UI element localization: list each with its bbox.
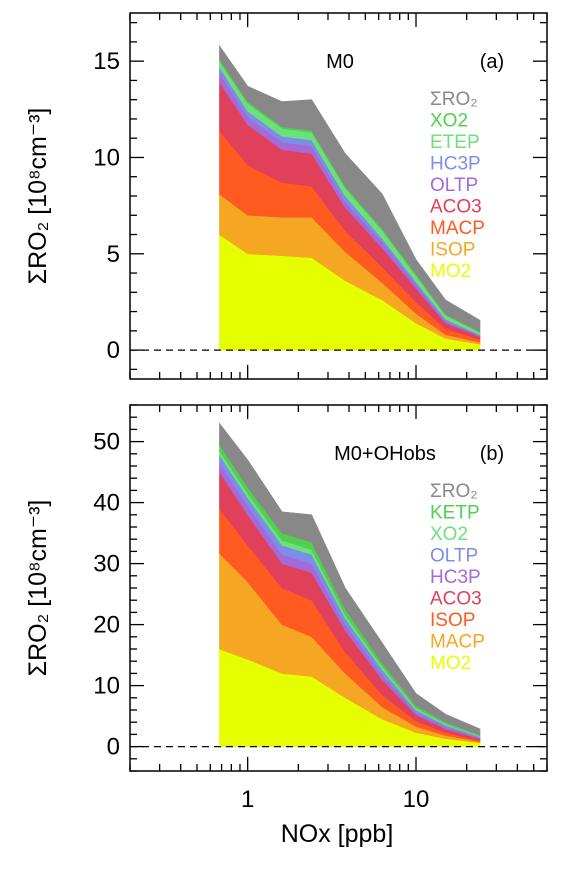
panel-b: 0 10 20 30 40 50 1 10 ΣRO₂ [10⁸cm⁻³] M0+OHobs (b)Σ… (24, 404, 548, 813)
legend-entry: ΣRO₂ (430, 481, 478, 502)
legend-entry: ACO3 (430, 589, 482, 610)
y-tick-label: 5 (107, 241, 120, 268)
legend-entry: XO2 (430, 111, 468, 132)
model-label: M0 (326, 51, 354, 73)
y-tick-label: 50 (93, 429, 120, 456)
legend-entry: ACO3 (430, 197, 482, 218)
x-tick-label: 10 (403, 786, 430, 813)
y-tick-label: 0 (107, 337, 120, 364)
panel-label: (b) (480, 443, 504, 465)
legend-entry: MO2 (430, 261, 471, 282)
legend-entry: MACP (430, 632, 485, 653)
panel-label: (a) (480, 51, 504, 73)
y-tick-label: 15 (93, 48, 120, 75)
y-tick-label: 10 (93, 144, 120, 171)
y-tick-label: 10 (93, 673, 120, 700)
legend-entry: KETP (430, 503, 480, 524)
legend-entry: HC3P (430, 567, 481, 588)
legend-entry: ISOP (430, 610, 475, 631)
area-rosigma-ro2 (219, 422, 481, 736)
x-tick-label: 1 (241, 786, 254, 813)
x-axis-label: NOx [ppb] (281, 820, 394, 848)
y-tick-label: 20 (93, 612, 120, 639)
model-label: M0+OHobs (334, 443, 436, 465)
legend-entry: ISOP (430, 240, 475, 261)
legend-entry: OLTP (430, 546, 478, 567)
legend-entry: MACP (430, 218, 485, 239)
legend-entry: MO2 (430, 653, 471, 674)
legend-entry: XO2 (430, 524, 468, 545)
y-tick-label: 30 (93, 551, 120, 578)
legend-entry: OLTP (430, 175, 478, 196)
legend-entry: HC3P (430, 154, 481, 175)
y-axis-label: ΣRO₂ [10⁸cm⁻³] (24, 500, 52, 677)
legend-entry: ΣRO₂ (430, 89, 478, 110)
y-tick-label: 0 (107, 734, 120, 761)
y-axis-label: ΣRO₂ [10⁸cm⁻³] (24, 108, 52, 285)
legend-entry: ETEP (430, 132, 480, 153)
area-rosigma-ro2 (219, 44, 481, 333)
panel-a: 0 5 10 15 ΣRO₂ [10⁸cm⁻³] M0 (a)ΣRO₂XO2ETEPHC3P… (24, 12, 548, 380)
y-tick-label: 40 (93, 490, 120, 517)
